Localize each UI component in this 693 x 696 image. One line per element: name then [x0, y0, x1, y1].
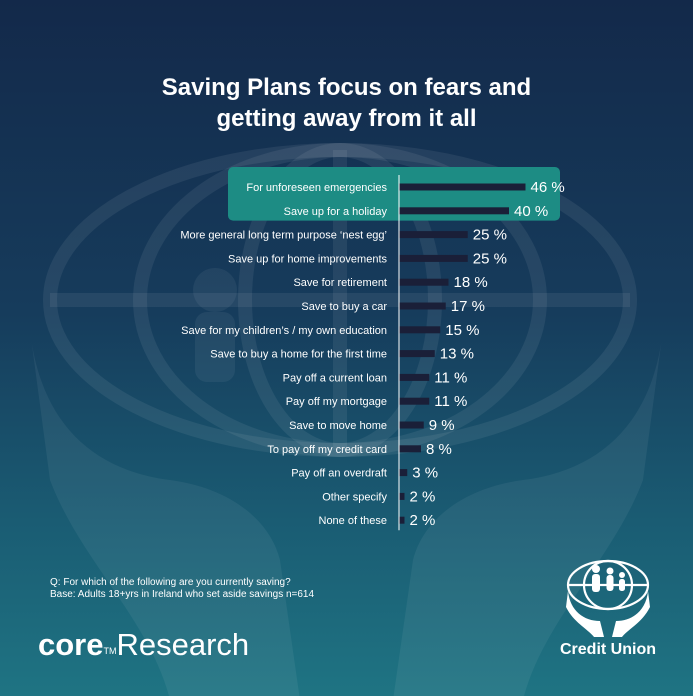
value-label: 18 % [454, 274, 488, 291]
category-label: Save up for home improvements [228, 253, 387, 265]
bar-8 [399, 350, 435, 358]
value-label: 17 % [451, 298, 485, 315]
category-label: Pay off my mortgage [286, 396, 387, 408]
chart-title-line-1: Saving Plans focus on fears and [161, 74, 532, 101]
category-label: Save up for a holiday [284, 206, 388, 218]
core-logo-word: core [38, 627, 104, 662]
core-logo-tm: TM [103, 646, 117, 656]
core-research-logo: coreTMResearch [38, 625, 249, 665]
value-label: 46 % [531, 179, 565, 196]
category-label: Save for my children’s / my own educatio… [181, 325, 387, 337]
category-label: Pay off a current loan [283, 372, 387, 384]
category-label: Save to buy a car [301, 301, 387, 313]
bar-4 [399, 254, 468, 262]
value-label: 8 % [426, 441, 452, 458]
bar-2 [399, 207, 509, 215]
bar-14 [399, 492, 405, 500]
value-label: 25 % [473, 227, 507, 244]
category-label: None of these [319, 515, 388, 527]
category-label: More general long term purpose ‘nest egg… [180, 230, 387, 242]
bar-6 [399, 302, 446, 310]
value-label: 2 % [410, 488, 436, 505]
bar-10 [399, 397, 430, 405]
footnote-base: Base: Adults 18+yrs in Ireland who set a… [50, 589, 315, 600]
value-label: 11 % [434, 369, 467, 386]
bar-5 [399, 278, 449, 286]
bar-15 [399, 516, 405, 524]
category-label: Pay off an overdraft [291, 468, 387, 480]
bar-1 [399, 183, 526, 191]
bar-9 [399, 373, 430, 381]
bar-11 [399, 421, 424, 429]
credit-union-logo-icon [566, 559, 650, 637]
hands-watermark-icon [30, 268, 663, 696]
value-label: 15 % [445, 322, 479, 339]
core-logo-research: Research [116, 627, 250, 662]
category-label: Save to buy a home for the first time [210, 349, 387, 361]
category-label: Save to move home [289, 420, 387, 432]
bar-7 [399, 326, 441, 334]
bar-12 [399, 445, 421, 453]
value-label: 13 % [440, 346, 474, 363]
value-label: 3 % [412, 465, 438, 482]
value-label: 2 % [410, 512, 436, 529]
value-label: 11 % [434, 393, 467, 410]
value-label: 40 % [514, 203, 548, 220]
bar-3 [399, 231, 468, 239]
category-label: To pay off my credit card [267, 444, 387, 456]
highlight-band [228, 167, 560, 221]
category-label: For unforeseen emergencies [246, 182, 387, 194]
credit-union-logo-text: Credit Union [560, 641, 656, 658]
value-label: 25 % [473, 250, 507, 267]
chart-title-line-2: getting away from it all [216, 105, 477, 132]
category-label: Save for retirement [293, 277, 387, 289]
footnote-question: Q: For which of the following are you cu… [50, 577, 291, 588]
bar-13 [399, 469, 408, 477]
value-label: 9 % [429, 417, 455, 434]
category-label: Other specify [322, 491, 387, 503]
